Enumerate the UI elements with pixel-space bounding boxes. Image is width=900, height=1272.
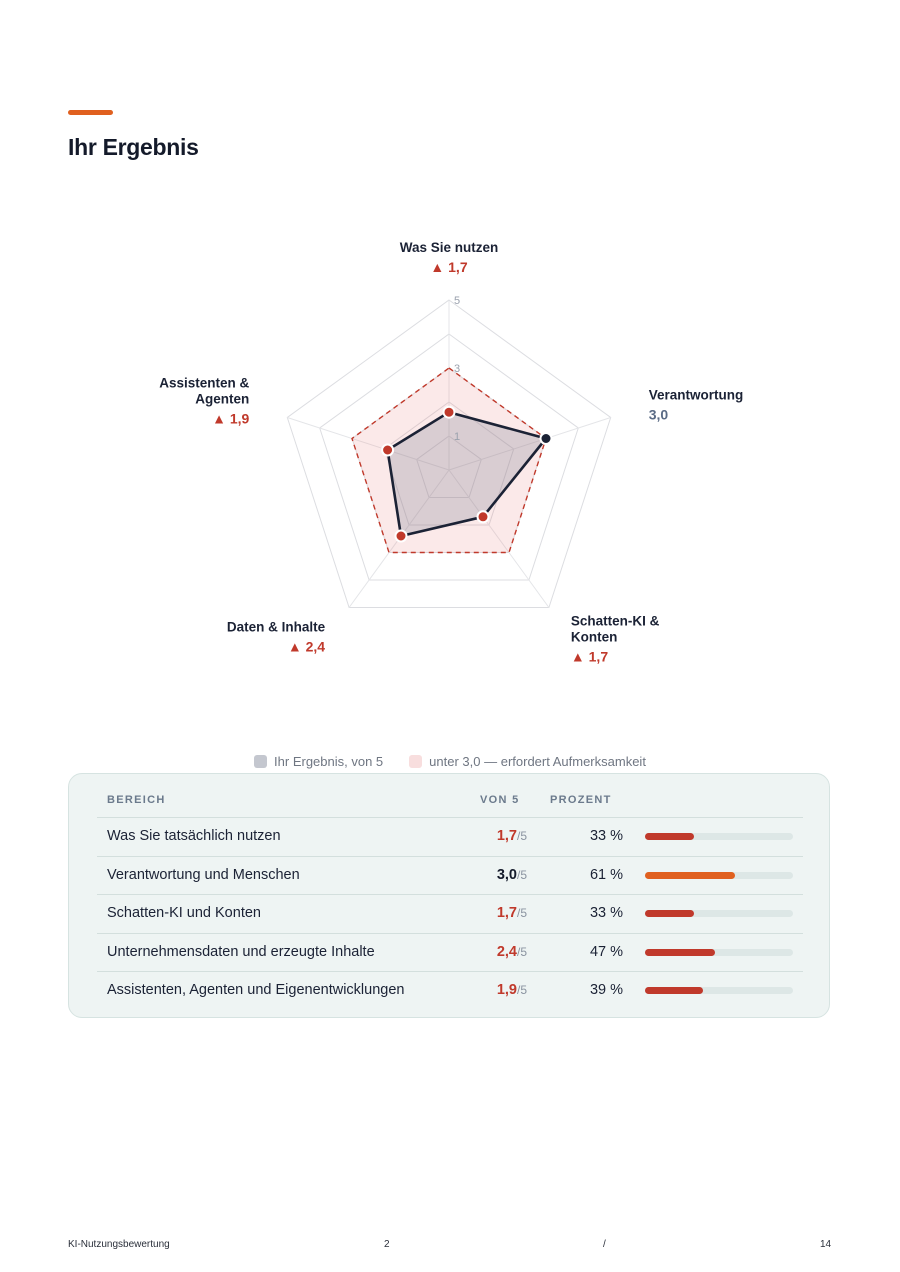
axis-score: ▲ 1,9 [212, 411, 249, 427]
table-row: Verantwortung und Menschen 3,0/5 61 % [97, 855, 803, 895]
data-point [539, 432, 553, 445]
axis-label-line: Schatten-KI & [571, 614, 660, 629]
footer-separator: / [603, 1239, 606, 1250]
results-table: BEREICH VON 5 PROZENT Was Sie tatsächlic… [68, 773, 830, 1018]
axis-score: 3,0 [649, 407, 669, 423]
axis-score: ▲ 2,4 [288, 639, 325, 655]
row-percent: 47 % [589, 943, 623, 960]
row-progress-track [645, 833, 793, 840]
table-row: Assistenten, Agenten und Eigenentwicklun… [97, 971, 803, 1010]
row-area-name: Verantwortung und Menschen [107, 866, 300, 883]
ring-label: 3 [454, 363, 460, 375]
row-score-value: 1,9 [496, 982, 517, 998]
row-progress-fill [645, 833, 694, 840]
row-score-max: /5 [516, 983, 527, 997]
grid-spoke [448, 469, 550, 608]
legend-item-attention: unter 3,0 — erfordert Aufmerksamkeit [409, 754, 646, 769]
ring-label: 1 [454, 431, 460, 443]
axis-label-line: Agenten [195, 392, 249, 407]
footer-document-title: KI-Nutzungsbewertung [68, 1239, 170, 1250]
grid-spoke [448, 417, 611, 471]
row-percent: 33 % [589, 905, 623, 921]
grid-ring [286, 299, 612, 608]
row-progress-fill [645, 910, 694, 917]
data-point [442, 405, 456, 419]
ring-labels: 1 3 5 [454, 295, 460, 443]
chart-legend: Ihr Ergebnis, von 5 unter 3,0 — erforder… [0, 754, 900, 769]
legend-swatch-attention [409, 755, 423, 768]
grid-spoke [287, 417, 450, 471]
row-score: 3,0/5 [497, 867, 527, 883]
row-score-value: 2,4 [496, 943, 517, 960]
footer-page-number: 2 [384, 1239, 390, 1250]
row-progress-track [645, 987, 793, 994]
column-header-area: BEREICH [107, 794, 166, 806]
row-area-name: Assistenten, Agenten und Eigenentwicklun… [107, 982, 405, 998]
row-area-name: Unternehmensdaten und erzeugte Inhalte [107, 943, 375, 960]
threshold-polygon [351, 367, 547, 554]
row-progress-fill [645, 871, 736, 879]
row-score-value: 1,7 [496, 828, 517, 844]
row-score-max: /5 [516, 867, 527, 882]
axis-label: Schatten-KI & Konten [571, 614, 660, 645]
row-score-max: /5 [516, 906, 527, 920]
axis-label-line: Konten [571, 630, 618, 645]
row-area-name: Was Sie tatsächlich nutzen [107, 828, 281, 844]
legend-swatch-result [254, 755, 268, 768]
row-percent: 61 % [589, 866, 623, 883]
row-score: 2,4/5 [497, 944, 527, 960]
table-row: Unternehmensdaten und erzeugte Inhalte 2,… [97, 932, 803, 972]
grid-ring [319, 333, 579, 581]
row-progress-track [645, 948, 793, 956]
row-score-max: /5 [516, 944, 527, 959]
row-progress-fill [645, 987, 703, 994]
row-percent: 33 % [589, 828, 623, 844]
data-point [476, 510, 490, 524]
footer-page-total: 14 [820, 1239, 832, 1250]
data-point [381, 443, 395, 457]
axis-labels: Was Sie nutzen ▲ 1,7 Verantwortung 3,0 Schat… [159, 240, 743, 665]
threshold-area [351, 367, 547, 554]
row-progress-track [645, 871, 793, 879]
grid-ring [416, 435, 482, 498]
accent-bar [68, 110, 113, 115]
result-polygon [386, 410, 548, 538]
data-point [394, 529, 408, 543]
axis-label: Daten & Inhalte [227, 620, 326, 635]
column-header-percent: PROZENT [550, 794, 612, 806]
axis-score: ▲ 1,7 [430, 259, 467, 275]
axis-score: ▲ 1,7 [571, 649, 608, 665]
axis-label: Assistenten & Agenten [159, 376, 249, 407]
table-row: Was Sie tatsächlich nutzen 1,7/5 33 % [97, 817, 803, 856]
table-row: Schatten-KI und Konten 1,7/5 33 % [97, 894, 803, 933]
legend-label-attention: unter 3,0 — erfordert Aufmerksamkeit [429, 754, 646, 769]
result-area [386, 410, 548, 538]
row-score: 1,9/5 [497, 982, 527, 998]
row-score: 1,7/5 [497, 828, 527, 844]
column-header-score: VON 5 [480, 794, 520, 806]
row-area-name: Schatten-KI und Konten [107, 905, 261, 921]
page-title: Ihr Ergebnis [68, 134, 199, 160]
row-progress-track [645, 910, 793, 917]
row-score-value: 3,0 [496, 866, 517, 883]
axis-label: Verantwortung [649, 388, 744, 403]
axis-label-line: Assistenten & [159, 376, 249, 391]
row-percent: 39 % [589, 982, 623, 998]
result-points [381, 405, 553, 543]
legend-label-result: Ihr Ergebnis, von 5 [274, 754, 384, 769]
row-score-max: /5 [516, 829, 527, 843]
row-progress-fill [645, 948, 715, 956]
legend-item-result: Ihr Ergebnis, von 5 [254, 754, 383, 769]
row-score-value: 1,7 [496, 905, 517, 921]
row-score: 1,7/5 [497, 905, 527, 921]
axis-label: Was Sie nutzen [400, 240, 499, 255]
ring-label: 5 [454, 295, 460, 307]
radar-chart: 1 3 5 Was Sie nutzen ▲ 1,7 Verantwortung 3,0 S… [159, 240, 743, 665]
